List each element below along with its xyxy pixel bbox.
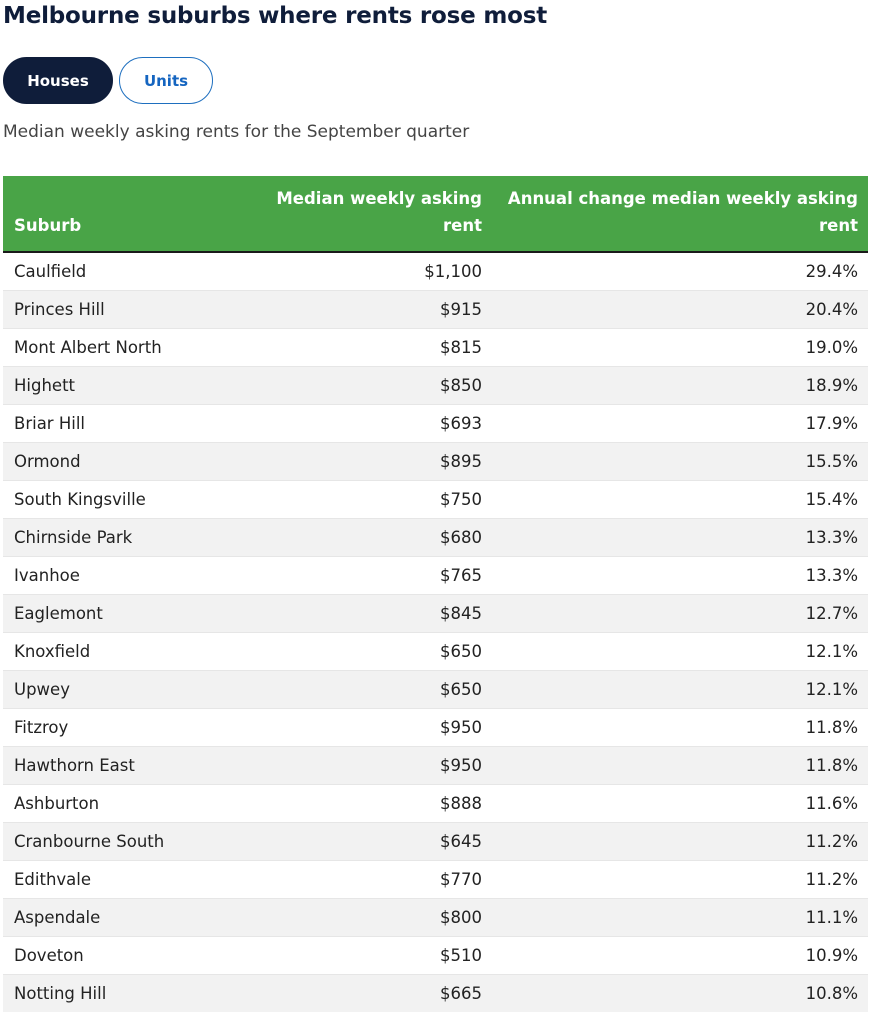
table-row: Hawthorn East $950 11.8% — [3, 746, 868, 784]
suburb-cell: Highett — [14, 375, 76, 395]
property-type-toggle: Houses Units — [3, 57, 213, 104]
table-row: Eaglemont $845 12.7% — [3, 594, 868, 632]
median-rent-cell: $915 — [440, 299, 482, 319]
table-row: Briar Hill $693 17.9% — [3, 404, 868, 442]
suburb-cell: Upwey — [14, 679, 70, 699]
suburb-cell: Notting Hill — [14, 983, 107, 1003]
median-rent-cell: $950 — [440, 755, 482, 775]
table-row: Chirnside Park $680 13.3% — [3, 518, 868, 556]
annual-change-cell: 18.9% — [805, 375, 858, 395]
table-row: Knoxfield $650 12.1% — [3, 632, 868, 670]
suburb-cell: Cranbourne South — [14, 831, 165, 851]
table-row: Edithvale $770 11.2% — [3, 860, 868, 898]
median-rent-cell: $510 — [440, 945, 482, 965]
table-row: Upwey $650 12.1% — [3, 670, 868, 708]
table-row: Ashburton $888 11.6% — [3, 784, 868, 822]
median-rent-cell: $680 — [440, 527, 482, 547]
annual-change-cell: 13.3% — [805, 565, 858, 585]
annual-change-cell: 12.1% — [805, 679, 858, 699]
annual-change-cell: 10.9% — [805, 945, 858, 965]
suburb-cell: Eaglemont — [14, 603, 103, 623]
table-row: Princes Hill $915 20.4% — [3, 290, 868, 328]
median-rent-cell: $650 — [440, 679, 482, 699]
page-title: Melbourne suburbs where rents rose most — [3, 3, 548, 29]
houses-tab-button[interactable]: Houses — [3, 57, 113, 104]
annual-change-cell: 15.4% — [805, 489, 858, 509]
suburb-cell: Ivanhoe — [14, 565, 80, 585]
table-row: South Kingsville $750 15.4% — [3, 480, 868, 518]
suburb-cell: Knoxfield — [14, 641, 91, 661]
suburb-cell: Chirnside Park — [14, 527, 133, 547]
suburb-cell: Edithvale — [14, 869, 92, 889]
suburb-cell: Aspendale — [14, 907, 101, 927]
table-body: Caulfield $1,100 29.4% Princes Hill $915 20.4… — [3, 252, 868, 1012]
column-header-suburb[interactable]: Suburb — [14, 216, 82, 235]
table-row: Highett $850 18.9% — [3, 366, 868, 404]
median-rent-cell: $750 — [440, 489, 482, 509]
table-row: Fitzroy $950 11.8% — [3, 708, 868, 746]
suburb-cell: Doveton — [14, 945, 84, 965]
suburb-cell: Ormond — [14, 451, 81, 471]
table-subtitle: Median weekly asking rents for the Septe… — [3, 122, 470, 142]
table-row: Cranbourne South $645 11.2% — [3, 822, 868, 860]
header-row: Suburb Median weekly asking rent Annual … — [3, 176, 868, 252]
annual-change-cell: 29.4% — [805, 261, 858, 281]
annual-change-cell: 13.3% — [805, 527, 858, 547]
annual-change-cell: 11.8% — [805, 717, 858, 737]
annual-change-cell: 11.8% — [805, 755, 858, 775]
suburb-cell: Ashburton — [14, 793, 100, 813]
suburb-cell: Princes Hill — [14, 299, 105, 319]
median-rent-cell: $815 — [440, 337, 482, 357]
column-header-median-rent[interactable]: Median weekly asking rent — [276, 189, 482, 235]
annual-change-cell: 19.0% — [805, 337, 858, 357]
suburb-cell: Briar Hill — [14, 413, 85, 433]
suburb-cell: Fitzroy — [14, 717, 69, 737]
median-rent-cell: $800 — [440, 907, 482, 927]
table-row: Caulfield $1,100 29.4% — [3, 252, 868, 290]
annual-change-cell: 17.9% — [805, 413, 858, 433]
median-rent-cell: $950 — [440, 717, 482, 737]
suburb-cell: South Kingsville — [14, 489, 146, 509]
median-rent-cell: $645 — [440, 831, 482, 851]
rents-table: Suburb Median weekly asking rent Annual … — [3, 176, 868, 1012]
annual-change-cell: 20.4% — [805, 299, 858, 319]
median-rent-cell: $693 — [440, 413, 482, 433]
median-rent-cell: $770 — [440, 869, 482, 889]
column-header-annual-change[interactable]: Annual change median weekly asking rent — [507, 189, 858, 235]
annual-change-cell: 15.5% — [805, 451, 858, 471]
median-rent-cell: $895 — [440, 451, 482, 471]
annual-change-cell: 12.7% — [805, 603, 858, 623]
table-header: Suburb Median weekly asking rent Annual … — [3, 176, 868, 252]
annual-change-cell: 11.2% — [805, 869, 858, 889]
median-rent-cell: $850 — [440, 375, 482, 395]
suburb-cell: Mont Albert North — [14, 337, 162, 357]
annual-change-cell: 10.8% — [805, 983, 858, 1003]
table-row: Notting Hill $665 10.8% — [3, 974, 868, 1012]
annual-change-cell: 11.2% — [805, 831, 858, 851]
table-row: Doveton $510 10.9% — [3, 936, 868, 974]
median-rent-cell: $650 — [440, 641, 482, 661]
median-rent-cell: $888 — [440, 793, 482, 813]
suburb-cell: Caulfield — [14, 261, 87, 281]
table-row: Aspendale $800 11.1% — [3, 898, 868, 936]
annual-change-cell: 11.1% — [805, 907, 858, 927]
units-tab-button[interactable]: Units — [119, 57, 213, 104]
suburb-cell: Hawthorn East — [14, 755, 135, 775]
annual-change-cell: 12.1% — [805, 641, 858, 661]
table-row: Ormond $895 15.5% — [3, 442, 868, 480]
median-rent-cell: $845 — [440, 603, 482, 623]
table-row: Ivanhoe $765 13.3% — [3, 556, 868, 594]
median-rent-cell: $765 — [440, 565, 482, 585]
annual-change-cell: 11.6% — [805, 793, 858, 813]
median-rent-cell: $1,100 — [424, 261, 482, 281]
table-row: Mont Albert North $815 19.0% — [3, 328, 868, 366]
median-rent-cell: $665 — [440, 983, 482, 1003]
